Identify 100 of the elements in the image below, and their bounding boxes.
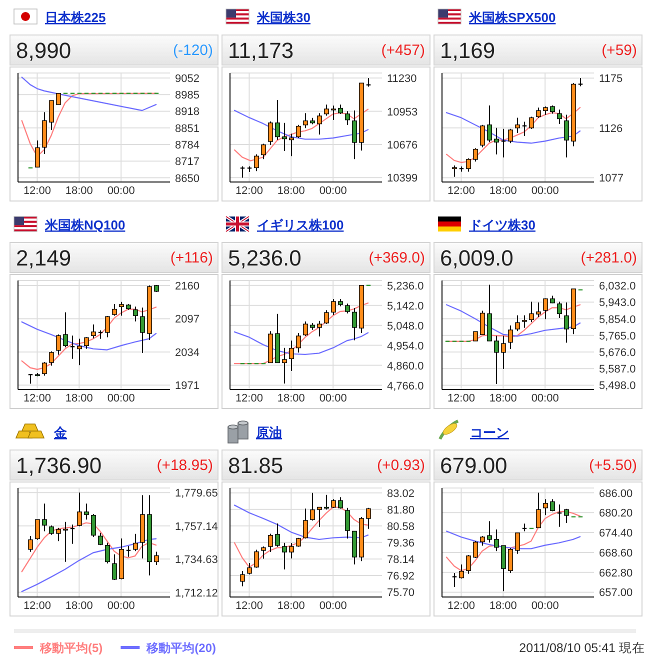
text: (+116) [170, 250, 213, 266]
y-tick-label: 6,032.0 [599, 280, 636, 293]
y-tick-label: 680.20 [599, 508, 633, 520]
x-tick-label: 12:00 [447, 185, 475, 197]
y-tick-label: 1,757.14 [175, 520, 218, 533]
y-tick-label: 8717 [175, 156, 200, 168]
y-tick-label: 657.00 [599, 587, 633, 600]
y-tick-label: 81.80 [387, 504, 415, 516]
x-tick-label: 00:00 [319, 185, 347, 197]
y-tick-label: 686.00 [599, 488, 633, 500]
line-series [446, 112, 581, 144]
y-tick-label: 76.92 [387, 570, 415, 582]
line-series [234, 504, 369, 540]
chart-subtitle: 5,236.0 [228, 246, 302, 270]
line-series [234, 302, 369, 364]
y-tick-label: 1077 [599, 172, 624, 185]
line-series [234, 108, 369, 162]
text: (+0.93) [377, 457, 425, 474]
y-tick-label: 9052 [175, 72, 200, 85]
line-series [21, 538, 157, 592]
y-tick-label: 674.40 [599, 528, 633, 540]
x-tick-label: 18:00 [489, 392, 517, 404]
y-tick-label: 79.36 [387, 537, 415, 550]
y-tick-label: 5,142.0 [387, 300, 424, 312]
legend-label: 移動平均(20) [146, 641, 216, 655]
y-tick-label: 2160 [175, 280, 200, 293]
y-tick-label: 4,954.0 [387, 340, 424, 352]
y-tick-label: 5,236.0 [387, 280, 424, 292]
chart-subtitle: 8,990 [16, 38, 72, 63]
chart-subtitle: 1,736.90 [16, 453, 102, 478]
x-tick-label: 18:00 [65, 185, 93, 197]
chart-title: 米国株SPX500 [468, 10, 556, 25]
x-tick-label: 18:00 [277, 185, 305, 197]
text: (+457) [381, 42, 425, 59]
x-tick-label: 12:00 [235, 600, 263, 612]
x-tick-label: 00:00 [531, 392, 559, 404]
y-tick-label: 668.60 [599, 547, 633, 560]
y-tick-label: 1175 [599, 73, 623, 86]
x-tick-label: 12:00 [447, 392, 475, 404]
x-tick-label: 12:00 [23, 185, 51, 197]
y-tick-label: 11230 [387, 73, 417, 86]
y-tick-label: 78.14 [387, 554, 415, 566]
chart-title: 日本株225 [45, 10, 106, 25]
x-tick-label: 00:00 [107, 185, 135, 197]
y-tick-label: 8851 [175, 122, 200, 135]
x-tick-label: 12:00 [447, 600, 475, 612]
y-tick-label: 5,498.0 [599, 380, 636, 392]
y-tick-label: 662.80 [599, 567, 633, 580]
y-tick-label: 5,943.0 [599, 297, 636, 310]
chart-subtitle: 6,009.0 [440, 246, 514, 270]
line-series [234, 110, 369, 140]
x-tick-label: 00:00 [319, 600, 347, 612]
y-tick-label: 10953 [387, 106, 418, 118]
x-tick-label: 12:00 [235, 392, 263, 404]
x-tick-label: 18:00 [489, 185, 517, 197]
chart-title: 米国株30 [256, 10, 310, 25]
y-tick-label: 5,854.0 [599, 314, 636, 326]
text: (+59) [602, 42, 637, 59]
x-tick-label: 00:00 [319, 392, 347, 404]
chart-title: 原油 [255, 425, 282, 440]
chart-title: ドイツ株30 [469, 218, 536, 232]
chart-title: コーン [470, 425, 509, 440]
y-tick-label: 5,676.0 [599, 346, 636, 359]
x-tick-label: 00:00 [531, 600, 559, 612]
x-tick-label: 12:00 [23, 600, 51, 612]
chart-title: 米国株NQ100 [44, 218, 126, 232]
y-tick-label: 1,734.63 [175, 554, 218, 566]
chart-subtitle: 679.00 [440, 453, 508, 478]
y-tick-label: 5,048.0 [387, 320, 424, 332]
y-tick-label: 8784 [175, 140, 200, 152]
x-tick-label: 18:00 [277, 600, 305, 612]
y-tick-label: 10399 [387, 172, 418, 185]
chart-title: イギリス株100 [257, 218, 344, 232]
text: (+5.50) [589, 457, 637, 474]
x-tick-label: 18:00 [489, 600, 517, 612]
chart-subtitle: 2,149 [16, 246, 72, 270]
y-tick-label: 2097 [175, 314, 200, 326]
text: (-120) [172, 42, 213, 59]
x-tick-label: 18:00 [65, 392, 93, 404]
chart-title: 金 [53, 425, 68, 440]
text: 2011/08/10 05:41 現在 [519, 641, 645, 655]
chart-subtitle: 81.85 [228, 453, 284, 478]
y-tick-label: 5,587.0 [599, 364, 636, 376]
x-tick-label: 00:00 [107, 600, 135, 612]
x-tick-label: 12:00 [235, 185, 263, 197]
x-tick-label: 00:00 [531, 185, 559, 197]
chart-subtitle: 1,169 [440, 38, 496, 63]
line-series [21, 321, 157, 350]
x-tick-label: 00:00 [107, 392, 135, 404]
y-tick-label: 8918 [175, 106, 200, 118]
x-tick-label: 18:00 [65, 600, 93, 612]
y-tick-label: 1971 [175, 380, 200, 392]
y-tick-label: 4,860.0 [387, 360, 424, 372]
y-tick-label: 8985 [175, 90, 200, 102]
y-tick-label: 4,766.0 [387, 380, 424, 392]
y-tick-label: 1126 [599, 122, 623, 135]
y-tick-label: 1,712.12 [175, 587, 218, 600]
text: (+281.0) [580, 250, 637, 266]
y-tick-label: 8650 [175, 172, 200, 185]
x-tick-label: 12:00 [23, 392, 51, 404]
